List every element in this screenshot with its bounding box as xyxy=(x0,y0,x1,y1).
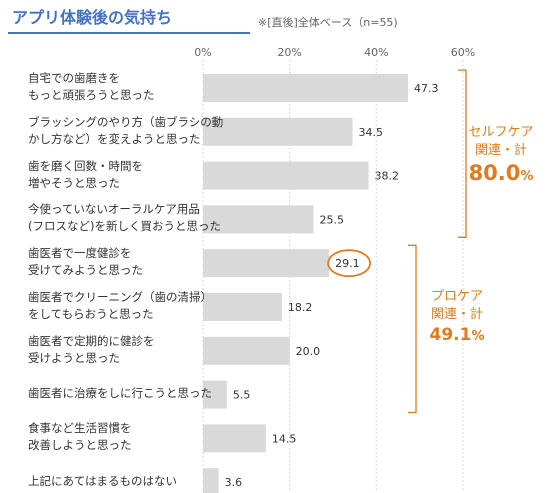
category-label-line: 歯医者で定期的に健診を xyxy=(28,333,155,348)
group-bracket xyxy=(458,69,467,238)
selfcare-group-name-2: 関連・計 xyxy=(474,143,527,158)
bar xyxy=(203,205,314,234)
highlight-circle xyxy=(327,249,372,278)
x-tick-label: 60% xyxy=(451,46,475,59)
category-label: 歯を磨く回数・時間を 増やそうと思った xyxy=(28,158,200,192)
category-label-line: 歯医者に治療をしに行こうと思った xyxy=(28,386,212,401)
category-label-line: 増やそうと思った xyxy=(28,175,120,190)
category-label-line: をしてもらおうと思った xyxy=(28,307,154,321)
chart-title: アプリ体験後の気持ち xyxy=(12,8,173,27)
bar-value-label: 14.5 xyxy=(272,432,297,445)
category-label-line: かし方など）を変えようと思った xyxy=(28,131,201,146)
x-tick-label: 20% xyxy=(277,46,301,59)
bar xyxy=(203,336,290,365)
category-label-line: 食事など生活習慣を xyxy=(28,421,132,436)
category-label: 歯医者で定期的に健診を 受けようと思った xyxy=(28,333,200,367)
category-label-line: 上記にあてはまるものはない xyxy=(28,473,178,488)
category-label: 食事など生活習慣を 改善しようと思った xyxy=(28,420,200,454)
bar-value-label: 47.3 xyxy=(414,82,439,95)
bar-value-label: 25.5 xyxy=(320,213,345,226)
selfcare-group-total: 80.0% xyxy=(468,161,534,185)
bar xyxy=(203,117,353,146)
x-tick-label: 0% xyxy=(194,46,211,59)
category-label-line: 改善しようと思った xyxy=(28,438,132,453)
bar xyxy=(203,293,282,321)
category-label: ブラッシングのやり方（歯ブラシの動 かし方など）を変えようと思った xyxy=(28,114,224,148)
chart-subtitle: ※[直後]全体ベース（n=55) xyxy=(258,16,398,29)
category-label-line: 受けてみようと思った xyxy=(28,263,143,278)
procare-group-name-1: プロケア xyxy=(430,289,483,304)
bar-value-label: 18.2 xyxy=(288,301,313,314)
category-label: 今使っていないオーラルケア用品 (フロスなど)を新しく買おうと思った xyxy=(28,201,221,235)
title-underline xyxy=(8,32,250,34)
category-label-line: もっと頑張ろうと思った xyxy=(28,88,155,102)
bar-value-label: 34.5 xyxy=(359,126,384,139)
bar xyxy=(203,249,330,278)
procare-group-name-2: 関連・計 xyxy=(430,307,483,322)
category-label: 上記にあてはまるものはない xyxy=(28,473,200,490)
procare-group-total: 49.1% xyxy=(429,325,485,345)
group-bracket xyxy=(408,244,417,414)
procare-group-label: プロケア 関連・計 49.1% xyxy=(412,288,502,348)
bar-value-label: 20.0 xyxy=(296,345,321,358)
category-label-line: 今使っていないオーラルケア用品 xyxy=(28,202,200,217)
bar xyxy=(203,161,369,190)
category-label-line: 受けようと思った xyxy=(28,350,120,365)
selfcare-group-name-1: セルフケア xyxy=(468,125,534,140)
category-label-line: 自宅での歯磨きを xyxy=(28,71,120,85)
bar-value-label: 29.1 xyxy=(335,257,360,270)
bar-value-label: 38.2 xyxy=(375,170,400,183)
category-label-line: 歯医者で一度健診を xyxy=(28,246,132,261)
x-tick-label: 40% xyxy=(364,46,388,59)
category-label: 歯医者に治療をしに行こうと思った xyxy=(28,385,212,402)
category-label-line: 歯を磨く回数・時間を xyxy=(28,158,143,173)
bar xyxy=(203,74,408,102)
bar-value-label: 5.5 xyxy=(233,389,251,402)
category-label: 歯医者でクリーニング（歯の清掃） をしてもらおうと思った xyxy=(28,289,212,323)
category-label-line: ブラッシングのやり方（歯ブラシの動 xyxy=(28,114,224,129)
bar xyxy=(203,468,219,493)
bar-value-label: 3.6 xyxy=(225,476,243,489)
bar xyxy=(203,424,266,453)
category-label: 歯医者で一度健診を 受けてみようと思った xyxy=(28,245,200,279)
category-label: 自宅での歯磨きをもっと頑張ろうと思った xyxy=(28,70,200,104)
bar xyxy=(203,380,227,409)
category-label-line: 歯医者でクリーニング（歯の清掃） xyxy=(28,290,212,304)
selfcare-group-label: セルフケア 関連・計 80.0% xyxy=(456,124,546,190)
category-label-line: (フロスなど)を新しく買おうと思った xyxy=(28,219,221,234)
